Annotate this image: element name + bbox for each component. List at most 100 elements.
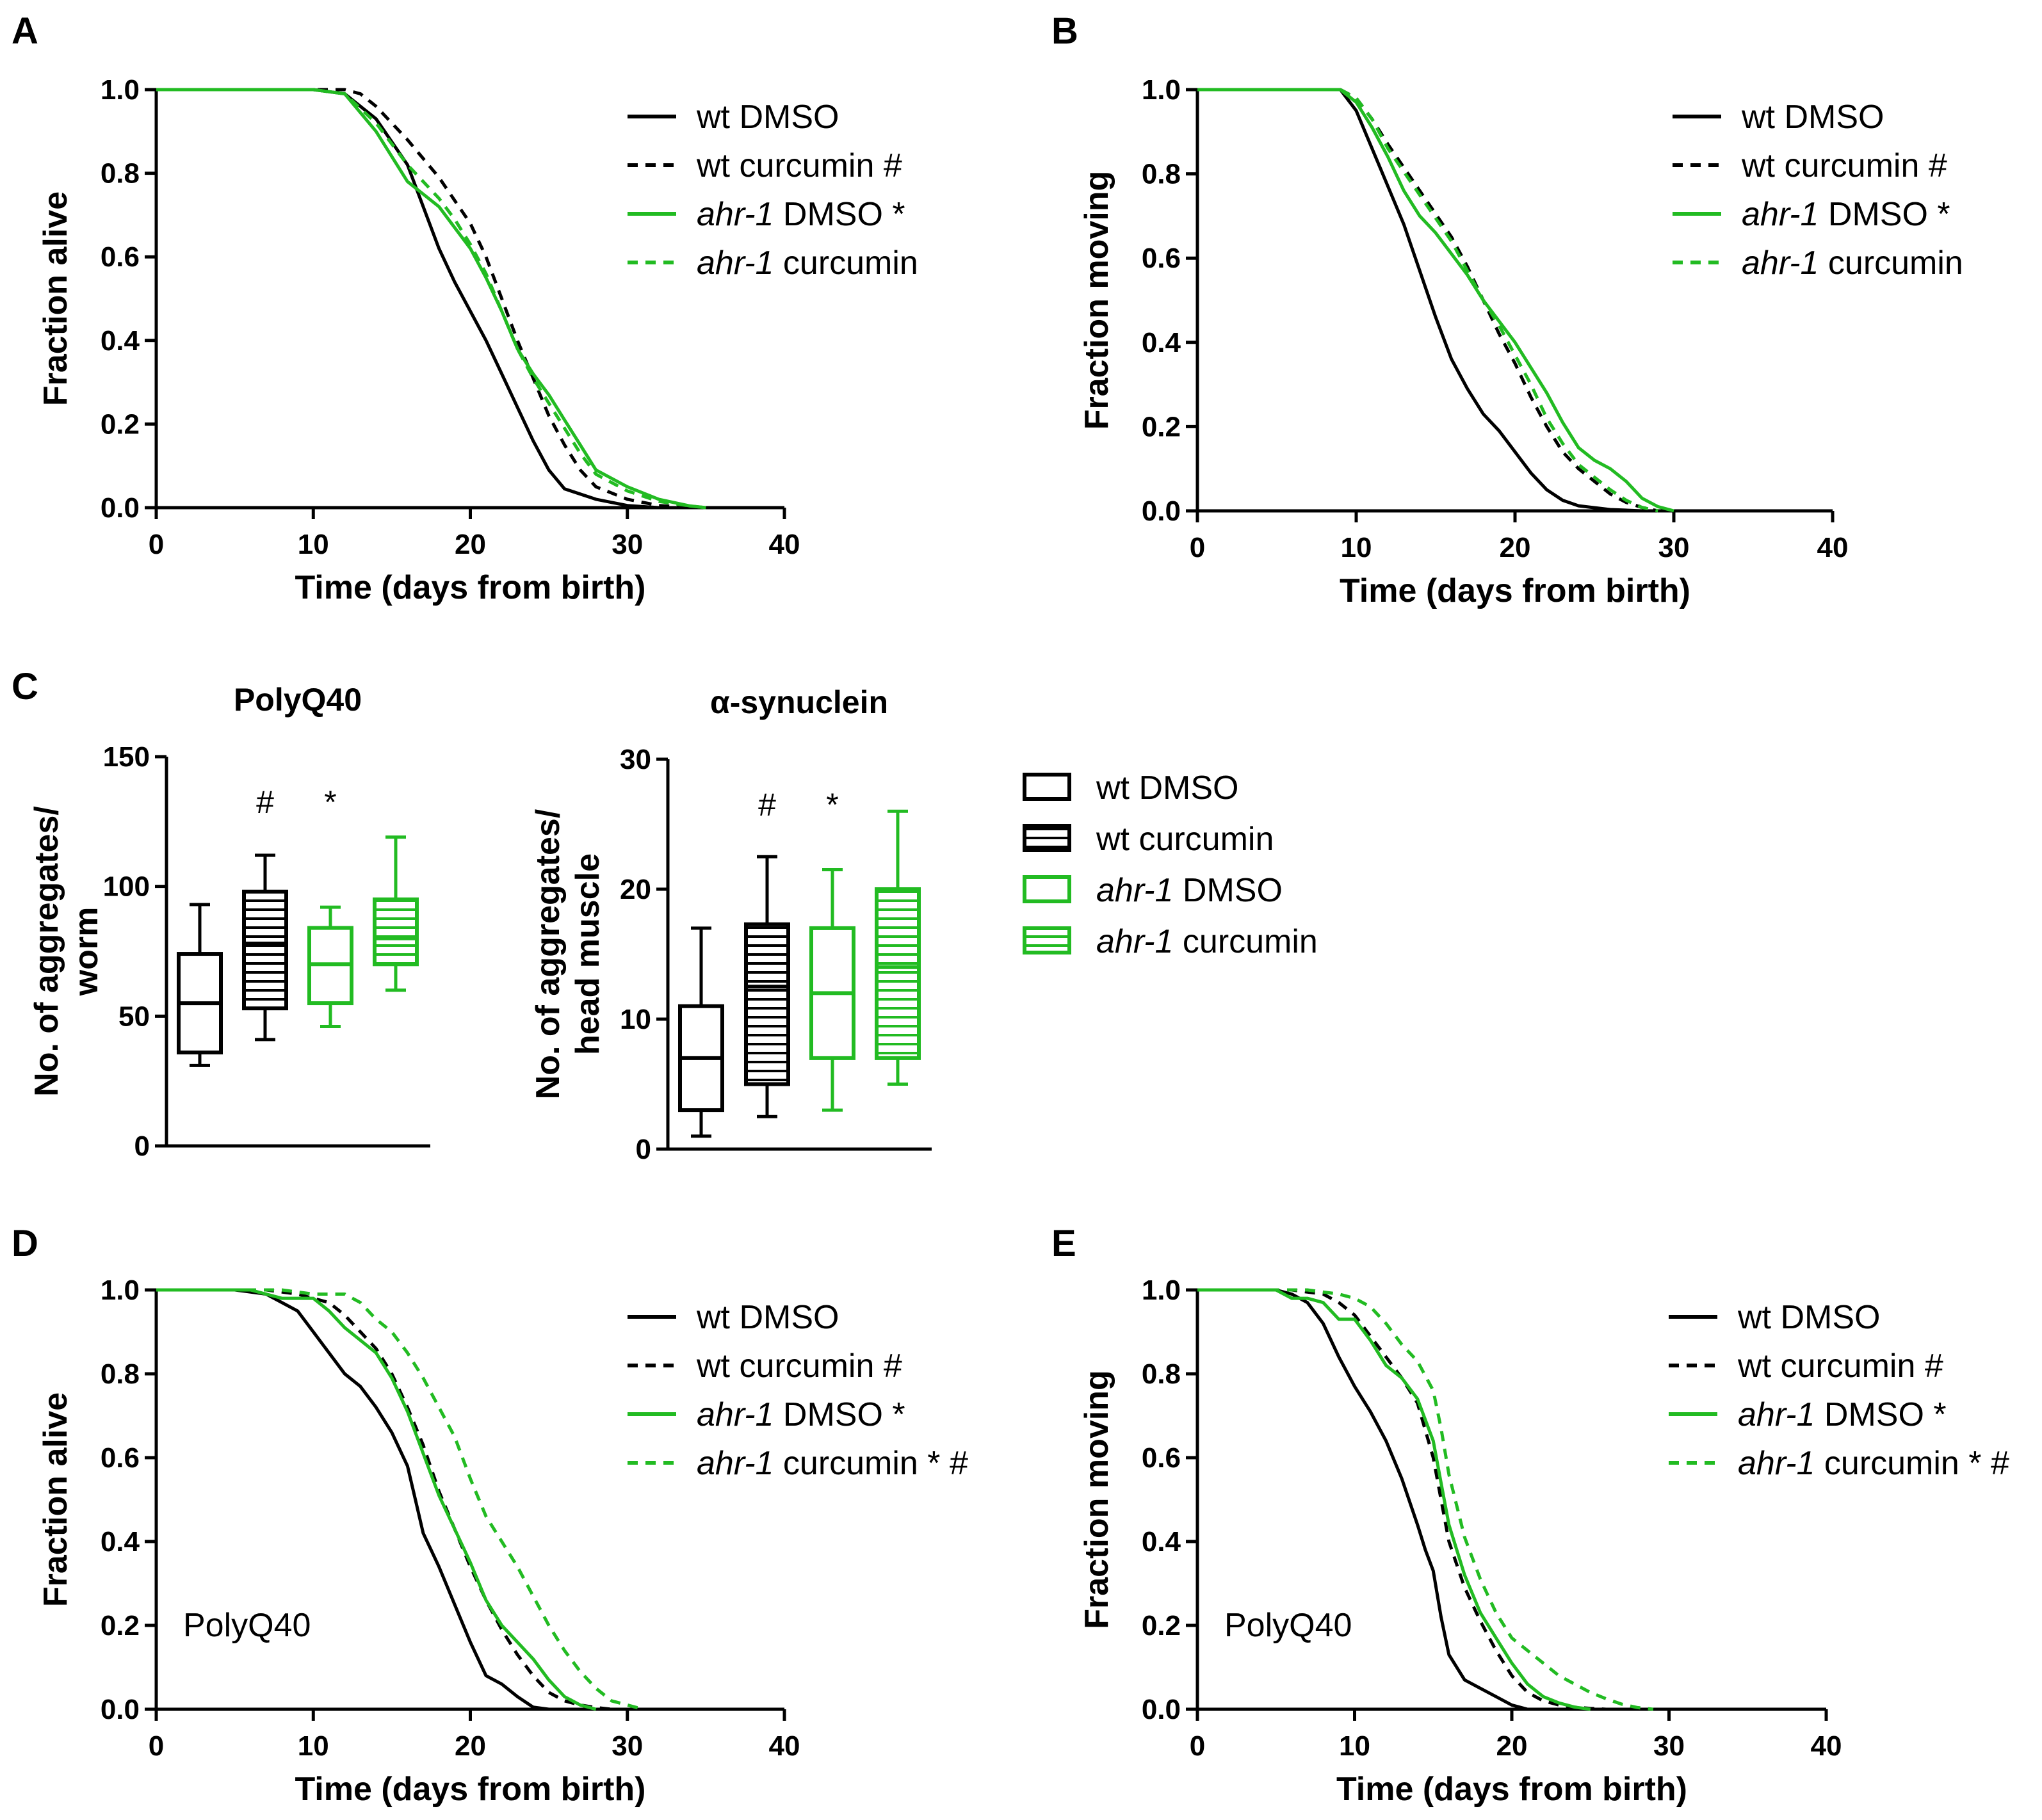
series-line-3 — [1197, 88, 1658, 513]
y-tick-label: 0.4 — [101, 325, 140, 357]
legend-prefix: wt — [1741, 147, 1776, 184]
legend-prefix: ahr-1 — [697, 245, 774, 282]
y-axis-label: Fraction moving — [1078, 171, 1115, 430]
y-axis-label-2: worm — [68, 907, 105, 997]
y-axis-label: Fraction alive — [37, 191, 74, 406]
legend-text: curcumin — [1173, 923, 1317, 960]
legend-swatch-0 — [1023, 773, 1071, 801]
legend-text: DMSO * — [1819, 196, 1950, 233]
x-tick-label: 20 — [455, 529, 486, 560]
legend-text: DMSO — [1775, 99, 1884, 136]
legend-label-2: ahr-1 DMSO * — [697, 196, 905, 233]
x-axis-label: Time (days from birth) — [295, 1771, 645, 1808]
x-tick-label: 30 — [612, 1730, 643, 1762]
y-tick-label: 0.0 — [1142, 1694, 1181, 1725]
series-line-1 — [156, 88, 690, 510]
box-0 — [177, 903, 223, 1067]
legend-label-0: wt DMSO — [696, 99, 839, 136]
y-axis-label: Fraction moving — [1078, 1370, 1115, 1629]
x-tick-label: 30 — [1658, 532, 1690, 563]
legend-text: curcumin # — [1771, 1348, 1943, 1385]
box-iqr — [744, 922, 790, 1086]
legend-text: curcumin — [1819, 245, 1963, 282]
legend-swatch-1 — [1023, 824, 1071, 852]
series-line-0 — [1197, 88, 1642, 513]
y-tick-label: 0.0 — [101, 1694, 140, 1725]
x-tick-label: 10 — [298, 529, 329, 560]
x-tick-label: 0 — [1190, 1730, 1205, 1762]
legend-prefix: ahr-1 — [1738, 1445, 1815, 1482]
series-line-2 — [1197, 1288, 1591, 1711]
legend-label-0: wt DMSO — [1096, 769, 1238, 807]
legend-text: DMSO * — [774, 196, 905, 233]
series-line-2 — [156, 1288, 597, 1711]
x-tick-label: 40 — [1811, 1730, 1842, 1762]
annotation: PolyQ40 — [183, 1607, 311, 1644]
y-tick-label: 0.4 — [1142, 1526, 1181, 1558]
legend-text: DMSO — [1173, 872, 1282, 909]
series-line-1 — [156, 1288, 612, 1711]
y-tick-label: 0.8 — [1142, 1358, 1181, 1390]
y-tick-label: 0.8 — [101, 1358, 140, 1390]
y-axis-label: No. of aggregates/ — [28, 806, 65, 1097]
x-tick-label: 0 — [149, 529, 164, 560]
legend-prefix: wt — [696, 147, 731, 184]
legend-text: curcumin # — [1775, 147, 1947, 184]
legend-text: curcumin # — [730, 1348, 902, 1385]
y-tick-label: 0.2 — [1142, 1610, 1181, 1641]
y-tick-label: 30 — [620, 744, 651, 775]
y-tick-label: 0.6 — [1142, 243, 1181, 274]
y-tick-label: 0.8 — [101, 158, 140, 189]
panel-label-c: C — [12, 666, 38, 707]
legend-label-3: ahr-1 curcumin — [697, 245, 918, 282]
survival-panel-a: 0.0 0.2 0.4 0.6 0.8 1.0 0 10 20 30 40 Time (days fr… — [37, 74, 918, 606]
x-axis-label: Time (days from birth) — [1336, 1771, 1687, 1808]
legend-text: curcumin — [774, 245, 918, 282]
box-title: PolyQ40 — [234, 682, 362, 718]
box-0 — [678, 926, 724, 1138]
x-tick-label: 40 — [1817, 532, 1849, 563]
legend-label-1: wt curcumin # — [1737, 1348, 1943, 1385]
legend-text: DMSO * — [774, 1396, 905, 1433]
legend-text: DMSO — [730, 1299, 839, 1336]
series-line-0 — [156, 1288, 549, 1711]
legend-prefix: wt — [1737, 1348, 1772, 1385]
x-tick-label: 20 — [1500, 532, 1531, 563]
x-tick-label: 10 — [1339, 1730, 1370, 1762]
legend-prefix: wt — [696, 1348, 731, 1385]
sig-mark: * — [826, 787, 838, 823]
sig-mark: # — [758, 787, 776, 823]
legend-prefix: wt — [696, 99, 731, 136]
legend-label-2: ahr-1 DMSO * — [1738, 1396, 1947, 1433]
x-tick-label: 20 — [455, 1730, 486, 1762]
box-iqr — [242, 889, 288, 1011]
x-tick-label: 40 — [769, 1730, 800, 1762]
legend-prefix: ahr-1 — [1096, 872, 1173, 909]
legend-label-0: wt DMSO — [1741, 99, 1884, 136]
y-tick-label: 0.2 — [101, 1610, 140, 1641]
y-tick-label: 0.2 — [101, 408, 140, 440]
legend-label-0: wt DMSO — [696, 1299, 839, 1336]
y-tick-label: 0.0 — [1142, 495, 1181, 527]
legend-label-3: ahr-1 curcumin * # — [697, 1445, 968, 1482]
panel-label-e: E — [1051, 1223, 1076, 1264]
y-tick-label: 1.0 — [1142, 1275, 1181, 1306]
box-3 — [875, 809, 921, 1086]
legend-prefix: ahr-1 — [1738, 1396, 1815, 1433]
y-tick-label: 0 — [134, 1131, 150, 1162]
x-axis-label: Time (days from birth) — [1340, 572, 1690, 609]
box-panel-synuclein: 0 10 20 30 α-synuclein No. of aggregates/head… — [530, 684, 932, 1165]
y-tick-label: 0.4 — [1142, 327, 1181, 358]
box-1: # — [242, 784, 288, 1042]
y-tick-label: 1.0 — [101, 1275, 140, 1306]
legend-label-3: ahr-1 curcumin * # — [1738, 1445, 2009, 1482]
x-tick-label: 10 — [1341, 532, 1372, 563]
y-tick-label: 0.8 — [1142, 159, 1181, 190]
series-line-2 — [156, 88, 706, 510]
series-line-3 — [156, 1288, 644, 1711]
y-tick-label: 50 — [118, 1001, 150, 1032]
legend-prefix: ahr-1 — [1742, 245, 1819, 282]
x-tick-label: 0 — [149, 1730, 164, 1762]
